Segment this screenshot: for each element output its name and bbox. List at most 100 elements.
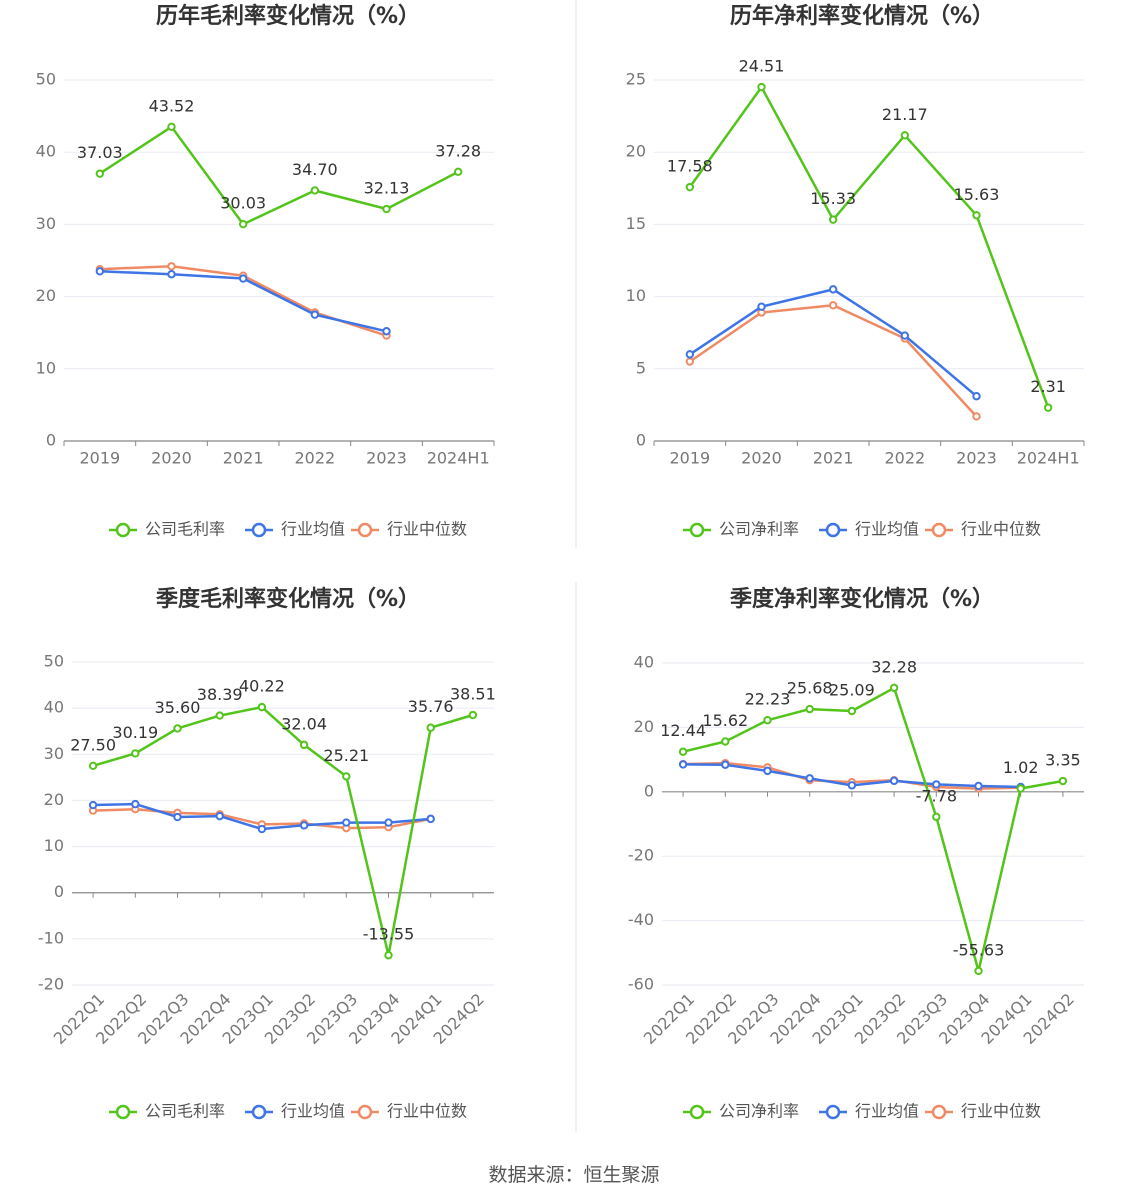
y-tick-label: 40 xyxy=(634,653,654,672)
data-point[interactable] xyxy=(972,412,981,421)
data-point[interactable] xyxy=(95,267,105,276)
legend-marker xyxy=(931,1104,947,1120)
x-tick-label: 2021 xyxy=(813,449,854,468)
series-avg xyxy=(88,799,435,834)
data-point[interactable] xyxy=(173,812,182,822)
data-point[interactable] xyxy=(721,737,730,746)
data-label: -13.55 xyxy=(363,925,415,944)
data-point[interactable] xyxy=(763,716,772,725)
legend-marker xyxy=(357,1104,373,1120)
data-point[interactable] xyxy=(238,274,248,283)
series-line xyxy=(688,85,1050,409)
data-point[interactable] xyxy=(299,740,309,750)
legend-item[interactable]: 公司净利率 xyxy=(683,520,799,539)
legend-item[interactable]: 行业中位数 xyxy=(351,520,467,539)
data-point[interactable] xyxy=(384,818,393,827)
legend-item[interactable]: 行业均值 xyxy=(819,1102,919,1121)
data-point[interactable] xyxy=(453,167,463,177)
data-point[interactable] xyxy=(757,82,766,92)
data-point[interactable] xyxy=(847,781,857,790)
legend-marker xyxy=(251,1104,267,1120)
data-point[interactable] xyxy=(805,774,814,783)
legend-item[interactable]: 公司毛利率 xyxy=(109,520,225,539)
data-point[interactable] xyxy=(382,204,391,214)
data-point[interactable] xyxy=(763,766,772,776)
legend-item[interactable]: 公司毛利率 xyxy=(109,1102,225,1121)
legend-marker xyxy=(357,522,373,538)
data-point[interactable] xyxy=(932,812,941,822)
data-point[interactable] xyxy=(900,331,910,340)
data-point[interactable] xyxy=(889,683,899,693)
data-point[interactable] xyxy=(173,724,182,733)
data-point[interactable] xyxy=(685,350,695,359)
legend-item[interactable]: 公司净利率 xyxy=(683,1102,799,1121)
data-point[interactable] xyxy=(828,285,838,294)
data-label: 35.60 xyxy=(155,698,201,717)
data-point[interactable] xyxy=(310,310,320,319)
data-point[interactable] xyxy=(238,219,248,229)
y-tick-label: 30 xyxy=(44,744,64,763)
data-point[interactable] xyxy=(974,966,983,976)
data-point[interactable] xyxy=(215,811,224,821)
data-point[interactable] xyxy=(88,761,98,771)
data-point[interactable] xyxy=(310,186,320,195)
legend-item[interactable]: 行业均值 xyxy=(245,520,345,539)
data-point[interactable] xyxy=(167,270,176,279)
legend-item[interactable]: 行业中位数 xyxy=(925,1102,1041,1121)
x-tick-label: 2019 xyxy=(79,449,120,468)
data-point[interactable] xyxy=(889,776,899,786)
legend-item[interactable]: 行业均值 xyxy=(819,520,919,539)
series-line xyxy=(92,705,474,957)
data-point[interactable] xyxy=(1043,403,1053,412)
data-point[interactable] xyxy=(426,814,435,824)
legend-item[interactable]: 行业中位数 xyxy=(351,1102,467,1121)
legend-item[interactable]: 行业均值 xyxy=(245,1102,345,1121)
data-point[interactable] xyxy=(1016,784,1025,793)
data-point[interactable] xyxy=(678,747,688,756)
data-point[interactable] xyxy=(382,327,391,336)
data-point[interactable] xyxy=(847,706,857,716)
data-point[interactable] xyxy=(805,704,814,714)
data-point[interactable] xyxy=(167,122,176,131)
data-point[interactable] xyxy=(900,131,910,140)
chart-title: 季度毛利率变化情况（%） xyxy=(156,586,420,612)
legend-marker xyxy=(825,1104,841,1120)
data-point[interactable] xyxy=(972,392,981,401)
data-point[interactable] xyxy=(685,182,695,192)
legend-marker xyxy=(689,522,705,538)
data-point[interactable] xyxy=(678,760,688,769)
data-point[interactable] xyxy=(685,357,695,366)
data-label: 15.33 xyxy=(810,189,856,208)
data-point[interactable] xyxy=(828,301,838,310)
data-point[interactable] xyxy=(932,780,941,789)
legend-item[interactable]: 行业中位数 xyxy=(925,520,1041,539)
data-point[interactable] xyxy=(167,262,176,271)
data-point[interactable] xyxy=(974,781,983,791)
source-note: 数据来源：恒生聚源 xyxy=(488,1164,660,1186)
y-tick-label: 0 xyxy=(54,882,64,901)
data-point[interactable] xyxy=(342,818,351,827)
data-point[interactable] xyxy=(721,760,730,769)
data-point[interactable] xyxy=(215,711,224,720)
data-point[interactable] xyxy=(299,821,309,830)
data-point[interactable] xyxy=(384,951,393,960)
data-point[interactable] xyxy=(757,302,766,311)
data-point[interactable] xyxy=(131,749,140,758)
data-point[interactable] xyxy=(95,169,105,178)
data-point[interactable] xyxy=(131,799,140,809)
data-point[interactable] xyxy=(828,215,838,224)
data-label: 24.51 xyxy=(739,57,785,76)
data-point[interactable] xyxy=(257,824,267,834)
data-point[interactable] xyxy=(342,772,351,781)
data-point[interactable] xyxy=(426,723,435,732)
x-tick-label: 2023 xyxy=(956,449,997,468)
data-point[interactable] xyxy=(1058,776,1068,786)
data-point[interactable] xyxy=(88,800,98,810)
data-point[interactable] xyxy=(257,702,267,712)
data-label: 34.70 xyxy=(292,160,338,179)
data-point[interactable] xyxy=(972,211,981,220)
data-point[interactable] xyxy=(468,710,478,720)
data-label: -7.78 xyxy=(916,786,957,805)
y-tick-label: 10 xyxy=(44,836,64,855)
y-tick-label: 50 xyxy=(44,652,64,671)
